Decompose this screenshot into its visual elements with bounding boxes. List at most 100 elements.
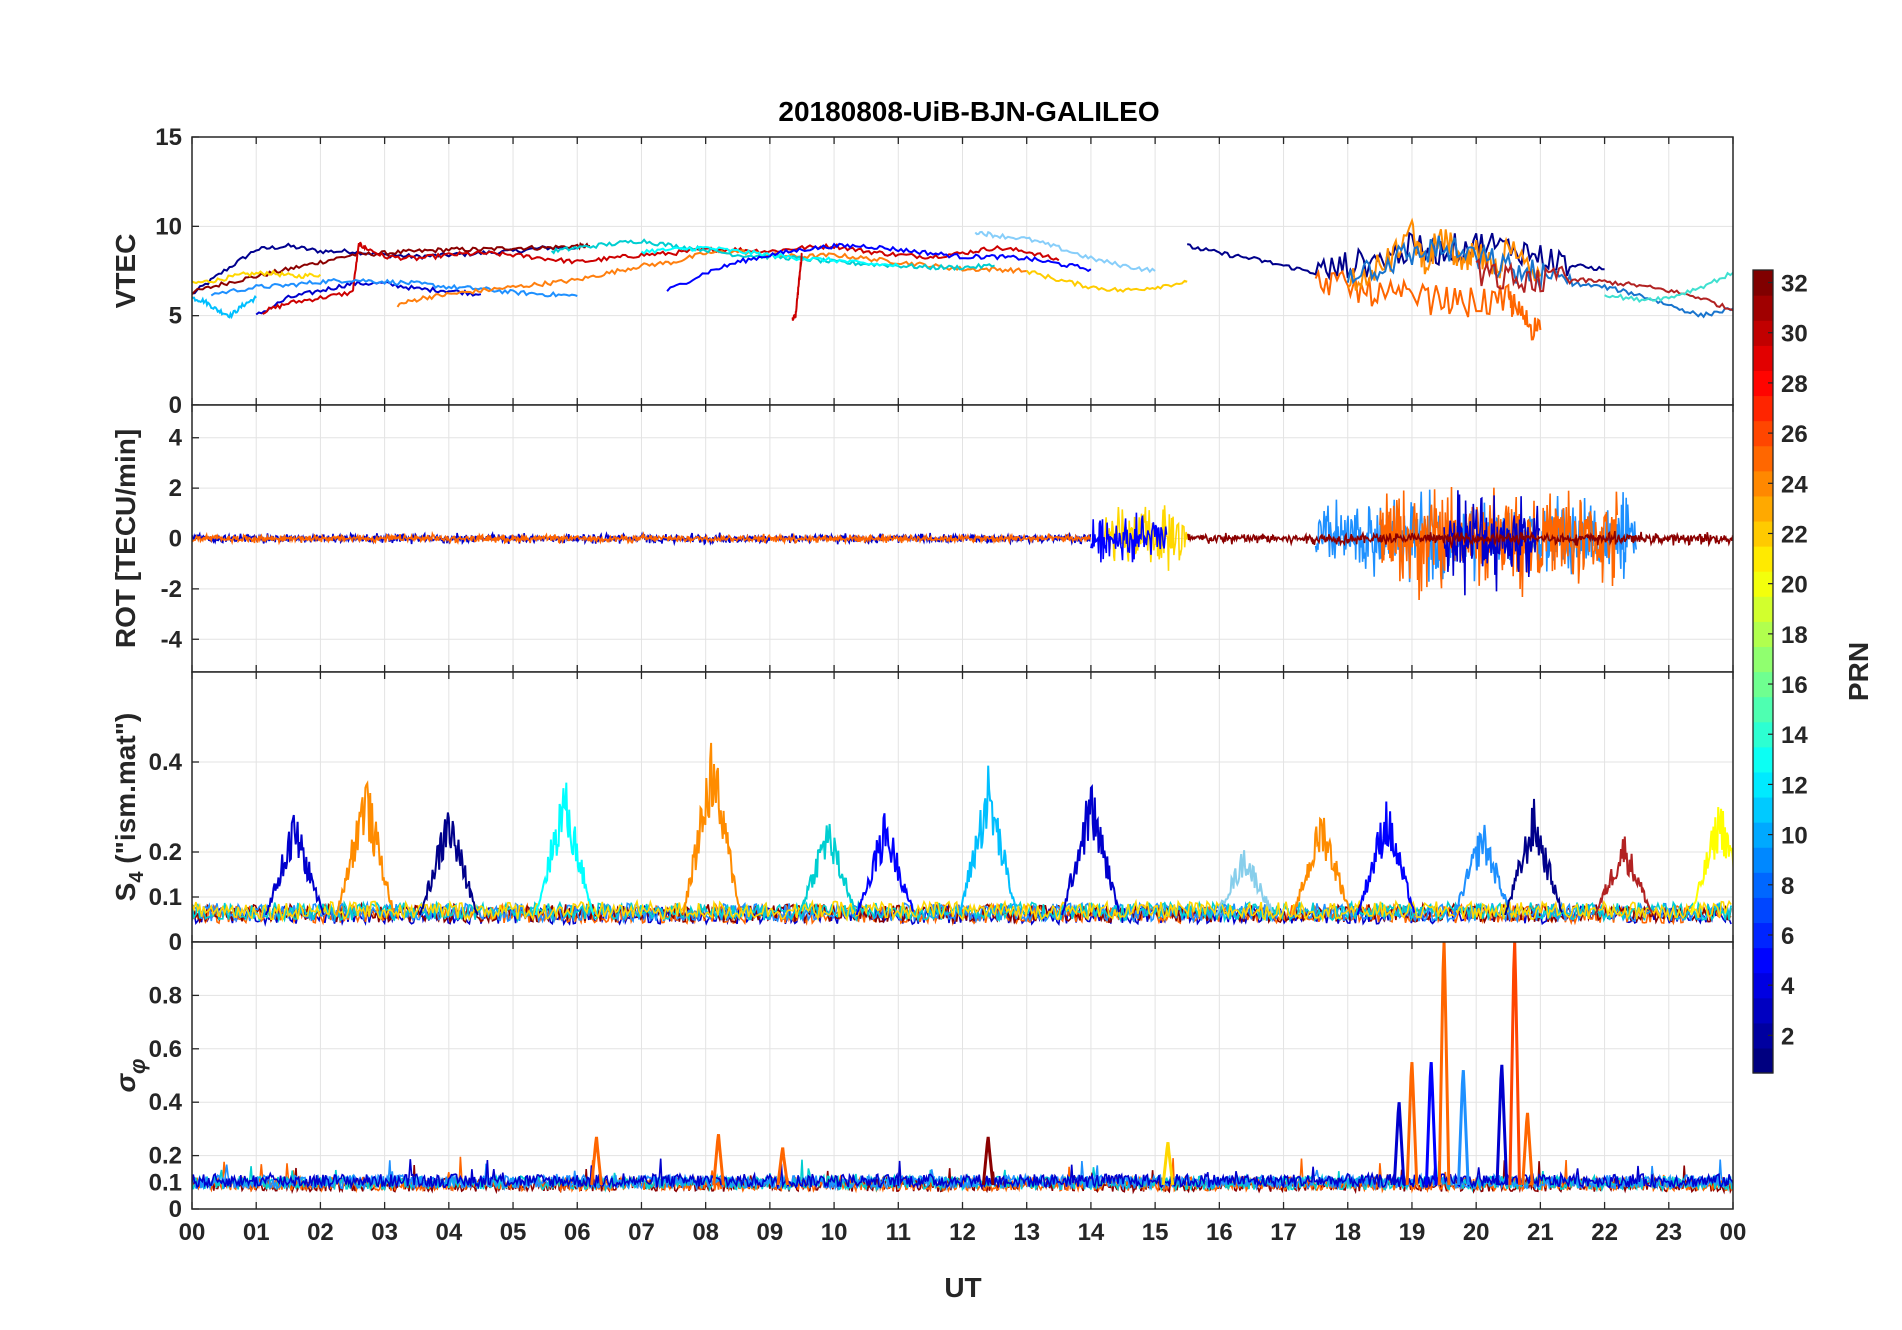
x-tick-label: 11: [886, 1219, 911, 1246]
colorbar-segment: [1753, 596, 1773, 622]
y-tick-label: 0: [169, 392, 182, 419]
data-layer: [192, 942, 1733, 1195]
colorbar-segment: [1753, 1047, 1773, 1074]
x-tick-label: 03: [371, 1219, 398, 1246]
x-tick-label: 19: [1399, 1219, 1426, 1246]
colorbar-segment: [1753, 646, 1773, 673]
x-tick-label: 00: [1720, 1219, 1747, 1246]
y-axis-label: VTEC: [110, 234, 141, 309]
colorbar-segment: [1753, 796, 1773, 823]
colorbar-segment: [1753, 947, 1773, 974]
colorbar-segment: [1753, 345, 1773, 371]
s4-peak-line: [1292, 816, 1351, 916]
colorbar-segment: [1753, 897, 1773, 924]
rot-series-line: [1090, 512, 1168, 563]
vtec-series-line: [1475, 257, 1733, 312]
y-tick-label: 10: [155, 213, 182, 240]
y-tick-label: 0.1: [149, 1169, 182, 1196]
y-axis-label: ROT [TECU/min]: [110, 429, 141, 648]
colorbar-segment: [1753, 771, 1773, 798]
x-tick-label: 22: [1591, 1219, 1618, 1246]
x-tick-label: 13: [1013, 1219, 1040, 1246]
chart-title: 20180808-UiB-BJN-GALILEO: [778, 96, 1159, 127]
colorbar-segment: [1753, 520, 1773, 547]
x-axis: 00 01 02 03 04 05 06 07 08 09 10 11 12 13 14 15 16 17 18 19…: [179, 1219, 1747, 1246]
x-tick-label: 04: [435, 1219, 462, 1246]
sigma-phi-baseline-line: [192, 1158, 1733, 1191]
s4-peak-line: [418, 812, 479, 916]
colorbar-segment: [1753, 847, 1773, 873]
vtec-panel: 0 5 10 15 VTEC: [110, 124, 1734, 419]
data-layer: [192, 217, 1733, 341]
vtec-series-line: [396, 249, 1027, 308]
x-tick-label: 09: [757, 1219, 784, 1246]
sigma-phi-spike: [1392, 1102, 1406, 1186]
s4-peak-line: [958, 765, 1018, 916]
rot-series-line: [192, 530, 1092, 546]
rot-panel: -4 -2 0 2 4 ROT [TECU/min]: [110, 404, 1734, 673]
x-axis-label: UT: [944, 1272, 981, 1303]
y-tick-label: 15: [155, 124, 182, 151]
colorbar-tick-label: 28: [1781, 371, 1808, 398]
x-tick-label: 23: [1655, 1219, 1682, 1246]
plot-frame: [191, 941, 1734, 1210]
colorbar-segment: [1753, 395, 1773, 422]
x-tick-label: 16: [1206, 1219, 1233, 1246]
x-tick-label: 08: [692, 1219, 719, 1246]
y-tick-label: 0.1: [149, 884, 182, 911]
colorbar-tick-label: 24: [1781, 471, 1808, 498]
x-tick-label: 21: [1527, 1219, 1554, 1246]
colorbar-segment: [1753, 922, 1773, 949]
y-tick-label: 0.8: [149, 982, 182, 1009]
colorbar-tick-label: 32: [1781, 271, 1808, 298]
y-tick-label: 0: [169, 526, 182, 553]
colorbar-tick-label: 20: [1781, 572, 1808, 599]
s4-peak-line: [1061, 784, 1120, 916]
colorbar-tick-label: 12: [1781, 772, 1808, 799]
y-tick-label: 0.4: [149, 749, 183, 776]
x-tick-label: 00: [179, 1219, 206, 1246]
vtec-series-line: [974, 230, 1156, 274]
vtec-series-line: [1347, 217, 1542, 291]
s4-panel: 0 0.1 0.2 0.4S4 ("ism.mat"): [110, 671, 1734, 956]
sigma-phi-spike: [776, 1147, 790, 1186]
x-tick-label: 07: [628, 1219, 655, 1246]
y-axis-label: S4 ("ism.mat"): [110, 713, 148, 902]
y-tick-label: 0.2: [149, 839, 182, 866]
vtec-series-line: [192, 269, 322, 285]
s4-peak-line: [1504, 798, 1563, 916]
rot-series-line: [1103, 505, 1188, 571]
colorbar-segment: [1753, 696, 1773, 723]
y-tick-label: -4: [161, 626, 183, 653]
y-tick-label: 4: [169, 425, 183, 452]
vtec-series-line: [262, 241, 1060, 315]
colorbar-segment: [1753, 445, 1773, 472]
colorbar-segment: [1753, 420, 1773, 447]
colorbar-segment: [1753, 270, 1773, 296]
x-tick-label: 10: [821, 1219, 848, 1246]
colorbar-segment: [1753, 721, 1773, 748]
vtec-series-line: [1604, 271, 1733, 304]
y-tick-label: 5: [169, 303, 182, 330]
s4-baseline-line: [192, 898, 1732, 923]
rot-series-line: [1187, 530, 1733, 549]
vtec-series-line: [791, 252, 803, 321]
colorbar-segment: [1753, 495, 1773, 522]
sigma-phi-spike: [1161, 1142, 1175, 1186]
colorbar-tick-label: 6: [1781, 923, 1794, 950]
colorbar-segment: [1753, 571, 1773, 597]
s4-peak-line: [855, 813, 915, 916]
x-tick-label: 02: [307, 1219, 334, 1246]
s4-peak-line: [534, 782, 595, 916]
s4-peak-line: [1356, 801, 1416, 916]
colorbar-tick-label: 18: [1781, 622, 1808, 649]
colorbar-segment: [1753, 546, 1773, 572]
sigma-phi-spike: [981, 1136, 995, 1186]
vtec-series-line: [666, 242, 1092, 292]
s4-peak-line: [682, 742, 741, 916]
colorbar-segment: [1753, 822, 1773, 848]
y-tick-label: 0: [169, 1196, 182, 1223]
colorbar-tick-label: 2: [1781, 1023, 1794, 1050]
